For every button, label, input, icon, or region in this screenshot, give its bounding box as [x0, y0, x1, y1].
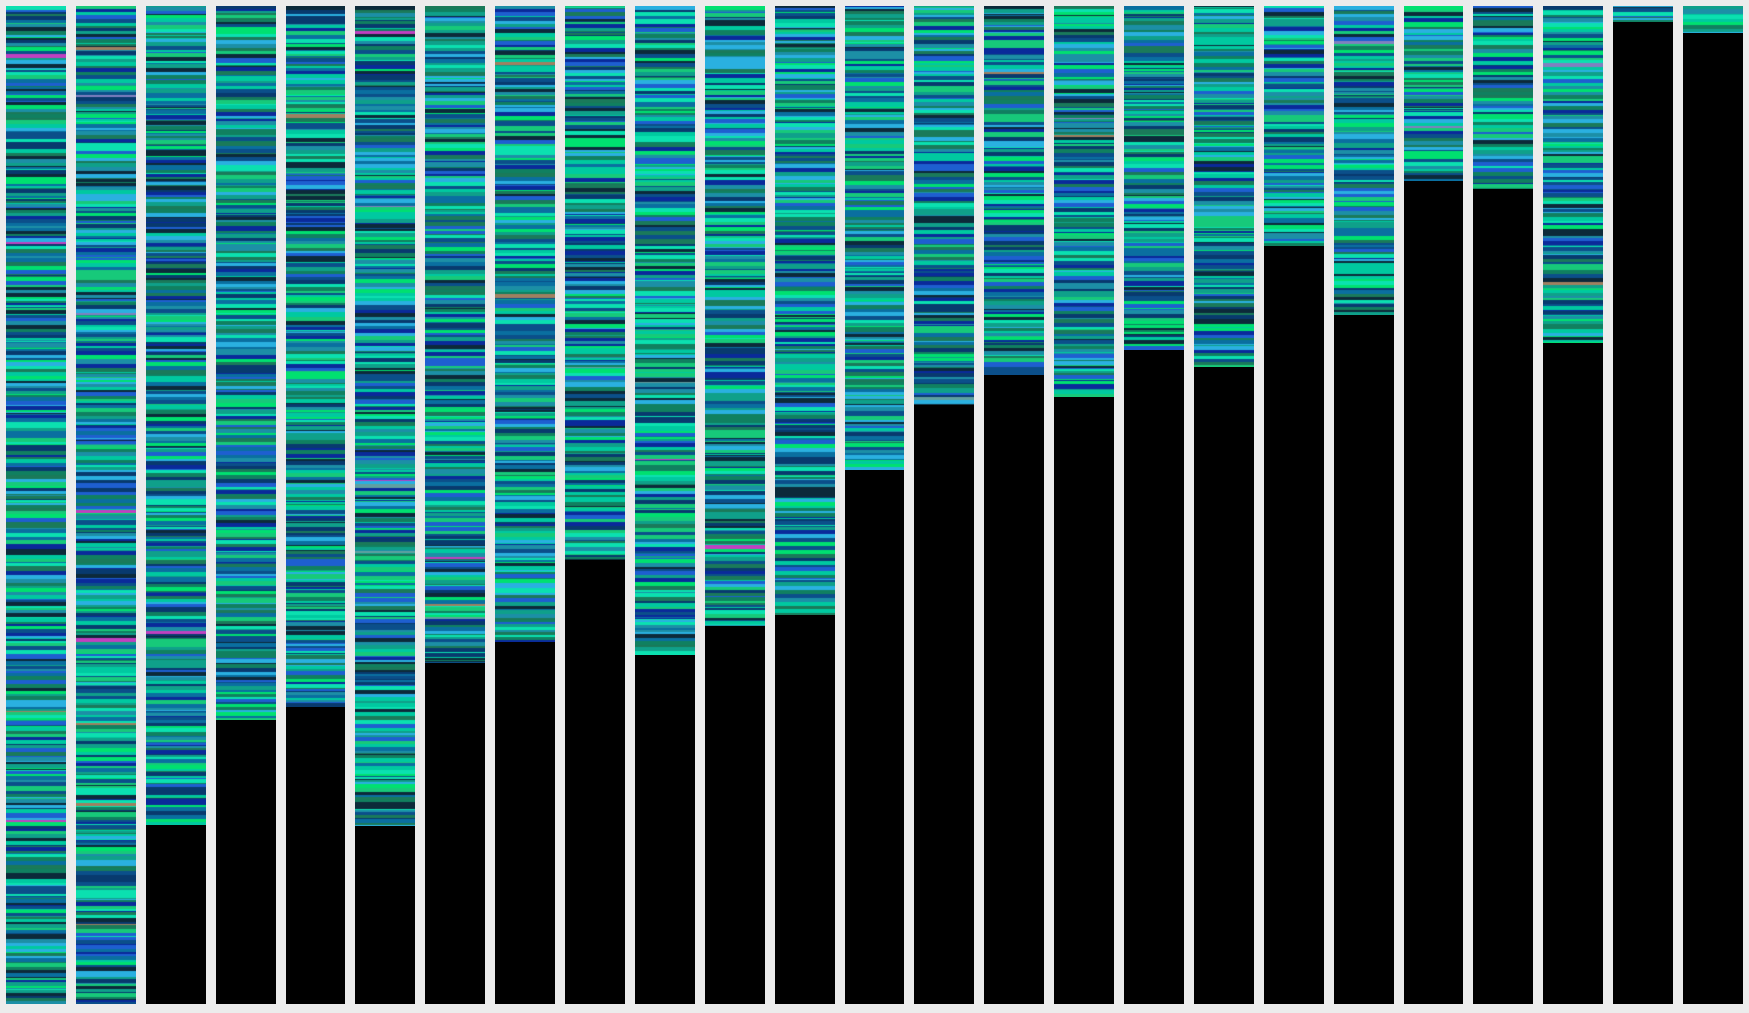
column-stripes	[914, 6, 975, 405]
heatmap-column	[145, 6, 206, 1004]
column-stripes	[1054, 6, 1115, 397]
heatmap-column	[1263, 6, 1324, 1004]
heatmap-column	[1054, 6, 1115, 1004]
column-stripes	[844, 6, 905, 470]
column-stripes	[565, 6, 625, 560]
heatmap-column	[1403, 6, 1464, 1004]
column-stripes	[1124, 6, 1184, 350]
heatmap-column	[1193, 6, 1254, 1004]
heatmap-column	[774, 6, 835, 1004]
column-stripes	[1263, 6, 1324, 246]
column-stripes	[774, 6, 835, 615]
heatmap-column	[425, 6, 486, 1004]
column-stripes	[634, 6, 695, 655]
heatmap-column	[1124, 6, 1184, 1004]
heatmap-column	[1473, 6, 1534, 1004]
heatmap-column	[914, 6, 975, 1004]
column-stripes	[215, 6, 276, 720]
heatmap-column	[355, 6, 416, 1004]
heatmap-column	[984, 6, 1045, 1004]
column-stripes	[1333, 6, 1394, 315]
heatmap-column	[634, 6, 695, 1004]
column-stripes	[984, 6, 1045, 375]
heatmap-column	[704, 6, 765, 1004]
heatmap-column	[215, 6, 276, 1004]
column-stripes	[355, 6, 416, 826]
column-stripes	[6, 6, 66, 1004]
column-stripes	[75, 6, 136, 1004]
heatmap-column	[1683, 6, 1743, 1004]
column-stripes	[1683, 6, 1743, 33]
column-stripes	[1613, 6, 1674, 22]
heatmap-column	[75, 6, 136, 1004]
column-stripes	[145, 6, 206, 825]
heatmap-column	[1543, 6, 1604, 1004]
heatmap-column	[565, 6, 625, 1004]
column-stripes	[704, 6, 765, 626]
heatmap-column	[285, 6, 346, 1004]
heatmap-column	[1333, 6, 1394, 1004]
heatmap-column	[6, 6, 66, 1004]
heatmap-column	[495, 6, 556, 1004]
heatmap-column	[844, 6, 905, 1004]
column-stripes	[1193, 6, 1254, 367]
column-stripes	[1403, 6, 1464, 181]
column-stripes	[495, 6, 556, 642]
heatmap-column	[1613, 6, 1674, 1004]
column-stripes	[425, 6, 486, 663]
column-stripes	[1543, 6, 1604, 343]
column-stripes	[285, 6, 346, 707]
column-stripes	[1473, 6, 1534, 189]
